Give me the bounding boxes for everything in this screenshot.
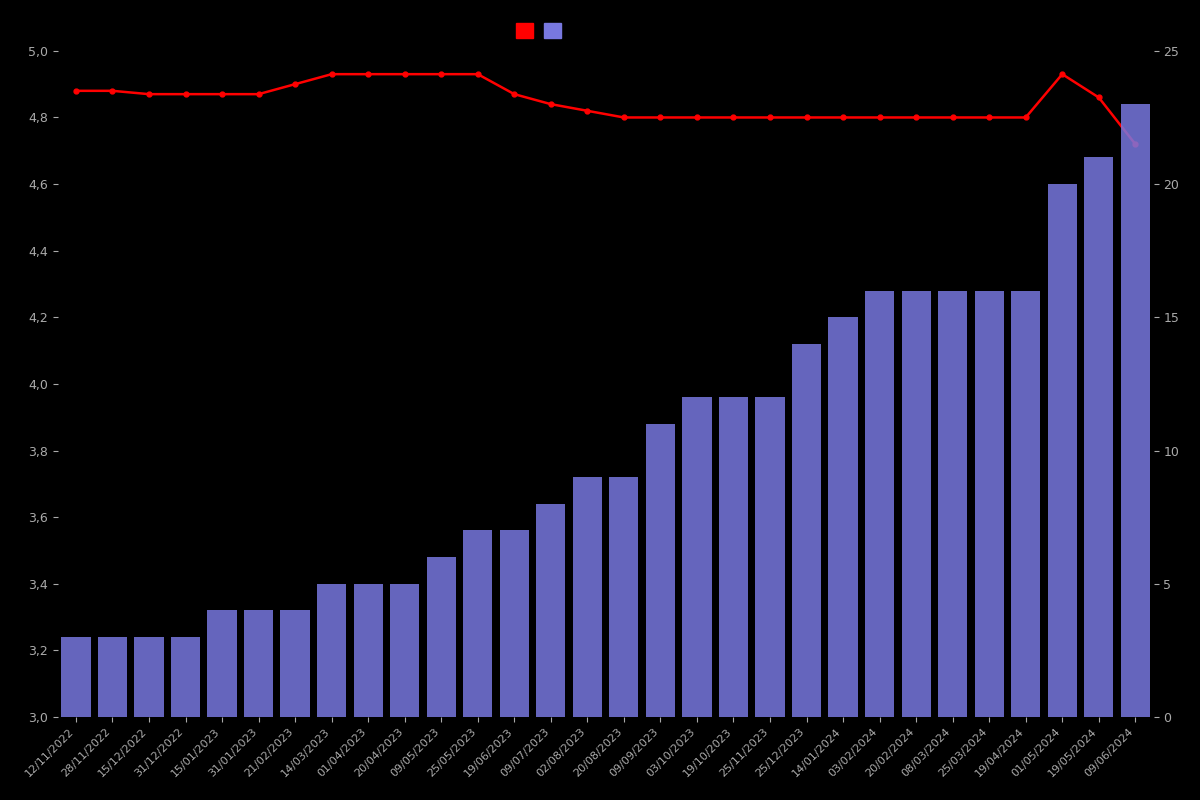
Bar — [281, 610, 310, 717]
Bar — [974, 290, 1003, 717]
Bar — [170, 637, 200, 717]
Bar — [134, 637, 163, 717]
Bar — [901, 290, 931, 717]
Bar — [1048, 184, 1076, 717]
Bar — [610, 478, 638, 717]
Bar — [719, 398, 748, 717]
Bar — [354, 584, 383, 717]
Bar — [646, 424, 676, 717]
Bar — [683, 398, 712, 717]
Bar — [828, 318, 858, 717]
Bar — [938, 290, 967, 717]
Bar — [61, 637, 90, 717]
Bar — [427, 557, 456, 717]
Bar — [244, 610, 274, 717]
Bar — [208, 610, 236, 717]
Bar — [792, 344, 821, 717]
Bar — [390, 584, 419, 717]
Legend: , : , — [511, 18, 569, 44]
Bar — [317, 584, 347, 717]
Bar — [1121, 104, 1150, 717]
Bar — [1012, 290, 1040, 717]
Bar — [865, 290, 894, 717]
Bar — [98, 637, 127, 717]
Bar — [536, 504, 565, 717]
Bar — [499, 530, 529, 717]
Bar — [755, 398, 785, 717]
Bar — [463, 530, 492, 717]
Bar — [572, 478, 602, 717]
Bar — [1084, 158, 1114, 717]
